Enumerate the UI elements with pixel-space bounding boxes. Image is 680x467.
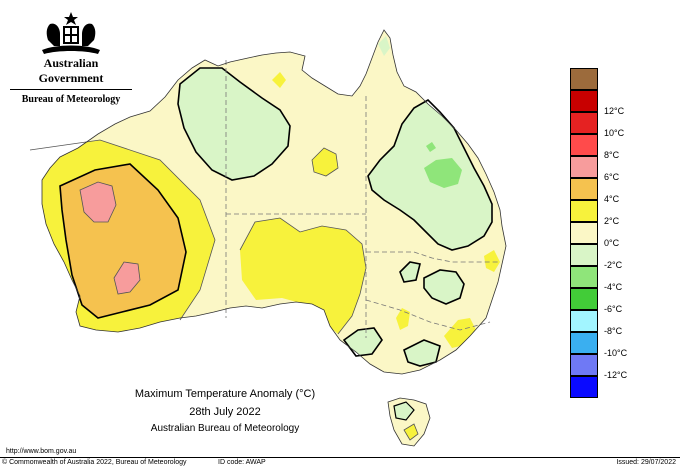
- legend-label: 12°C: [604, 106, 625, 116]
- government-header: Australian Government Bureau of Meteorol…: [10, 10, 132, 105]
- anomaly-green-nsw-east: [424, 270, 464, 304]
- legend-label: -2°C: [604, 260, 623, 270]
- legend-label: 8°C: [604, 150, 620, 160]
- footer-divider: [0, 457, 680, 458]
- anomaly-green-tasmania: [393, 401, 415, 421]
- legend-swatch: [570, 112, 598, 134]
- legend-swatch: [570, 266, 598, 288]
- legend-label: -10°C: [604, 348, 628, 358]
- legend-swatch: [570, 354, 598, 376]
- anomaly-yellow-central: [240, 218, 366, 334]
- legend-swatch: [570, 332, 598, 354]
- legend-swatch: [570, 222, 598, 244]
- coat-of-arms-icon: [42, 12, 100, 54]
- legend-label: -4°C: [604, 282, 623, 292]
- government-name: Australian Government: [38, 56, 104, 85]
- bureau-name: Bureau of Meteorology: [21, 94, 121, 105]
- map-date: 28th July 2022: [189, 406, 261, 418]
- issued-date: Issued: 29/07/2022: [616, 459, 676, 466]
- anomaly-green-cape-york: [378, 36, 390, 56]
- legend-swatch: [570, 244, 598, 266]
- anomaly-yellow-top: [272, 72, 286, 88]
- australia-coastline: [41, 29, 507, 375]
- legend-swatch: [570, 178, 598, 200]
- legend-swatch: [570, 90, 598, 112]
- legend-label: 0°C: [604, 238, 620, 248]
- legend-label: 2°C: [604, 216, 620, 226]
- map-source: Australian Bureau of Meteorology: [150, 423, 300, 434]
- legend-swatch: [570, 288, 598, 310]
- legend-swatch: [570, 310, 598, 332]
- legend-label: 10°C: [604, 128, 625, 138]
- anomaly-green-sa-gulf: [344, 328, 382, 356]
- anomaly-yellow-nt: [312, 148, 338, 176]
- id-code: ID code: AWAP: [218, 459, 266, 466]
- anomaly-darkgreen-qld-small: [426, 142, 436, 152]
- anomaly-pink-north-wa: [80, 182, 116, 222]
- legend-swatch: [570, 376, 598, 398]
- anomaly-yellow-nsw-coast: [484, 250, 500, 272]
- map-title: Maximum Temperature Anomaly (°C): [134, 388, 316, 400]
- legend-swatch: [570, 68, 598, 90]
- anomaly-yellow-tasmania: [403, 423, 419, 441]
- legend-swatch: [570, 200, 598, 222]
- legend-label: 6°C: [604, 172, 620, 182]
- legend-label: -12°C: [604, 370, 628, 380]
- anomaly-green-nt: [178, 68, 290, 180]
- copyright-text: © Commonwealth of Australia 2022, Bureau…: [2, 459, 187, 466]
- legend-label: 4°C: [604, 194, 620, 204]
- anomaly-yellow-sa-east: [396, 308, 410, 330]
- legend-swatch: [570, 156, 598, 178]
- anomaly-darkgreen-qld: [424, 158, 462, 188]
- legend-swatch: [570, 134, 598, 156]
- legend-label: -6°C: [604, 304, 623, 314]
- anomaly-green-vic: [404, 340, 440, 366]
- legend-label: -8°C: [604, 326, 623, 336]
- header-divider: [10, 89, 132, 90]
- anomaly-pink-south-wa: [114, 262, 140, 294]
- bom-url-link[interactable]: http://www.bom.gov.au: [6, 448, 77, 455]
